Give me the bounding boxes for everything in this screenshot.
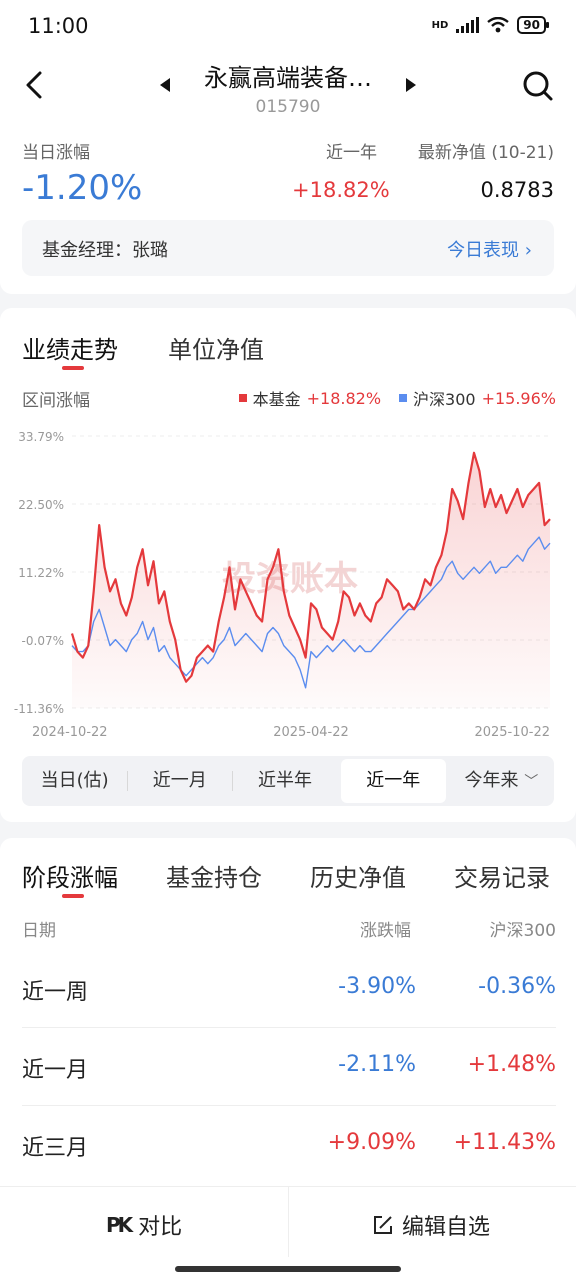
prev-fund-icon[interactable]: [160, 78, 170, 92]
tab-stage-returns[interactable]: 阶段涨幅: [22, 864, 118, 892]
index-line: [71, 536, 551, 689]
row-hs300: +11.43%: [453, 1130, 556, 1155]
latest-nav-value: 0.8783: [480, 178, 554, 202]
performance-card: 阶段涨幅 基金持仓 历史净值 交易记录 日期 涨跌幅 沪深300 近一周 -3.…: [0, 838, 576, 1198]
table-row[interactable]: 近三月 +9.09% +11.43%: [22, 1106, 556, 1184]
row-period: 近一周: [22, 980, 89, 1005]
period-selector: 当日(估) 近一月 近半年 近一年 今年来 ﹀: [22, 756, 554, 806]
row-change: -3.90%: [338, 974, 416, 999]
table-row[interactable]: 近一月 -2.11% +1.48%: [22, 1028, 556, 1106]
tab-holdings[interactable]: 基金持仓: [166, 864, 262, 892]
period-6m-label: 近半年: [258, 770, 312, 791]
edit-watchlist-button[interactable]: 编辑自选: [372, 1209, 490, 1241]
year-change-value: +18.82%: [292, 178, 390, 202]
year-change-label: 近一年: [326, 143, 377, 163]
period-6m[interactable]: 近半年: [232, 759, 337, 803]
row-period: 近三月: [22, 1136, 89, 1161]
legend-fund-value: +18.82%: [306, 388, 382, 408]
range-change-label: 区间涨幅: [22, 391, 90, 411]
period-today[interactable]: 当日(估): [22, 759, 129, 803]
fund-manager-name: 基金经理：张璐: [42, 240, 168, 261]
y-tick-label: 11.22%: [18, 566, 64, 580]
fund-area: [72, 452, 550, 708]
active-subtab-indicator: [62, 894, 84, 898]
legend-fund-swatch: [238, 394, 247, 402]
today-performance-link[interactable]: 今日表现 ›: [447, 236, 532, 262]
tab-nav-history[interactable]: 历史净值: [310, 864, 406, 892]
signal-icon: [456, 17, 480, 33]
fund-name: 永赢高端装备…: [204, 64, 372, 92]
period-ytd[interactable]: 今年来 ﹀: [449, 759, 554, 803]
period-1m-label: 近一月: [152, 770, 207, 791]
status-icons: HD 90: [431, 16, 549, 34]
column-date: 日期: [22, 921, 56, 941]
performance-chart[interactable]: 33.79% 22.50% 11.22% -0.07% -11.36% 2024-10-2…: [0, 418, 576, 748]
wifi-icon: [487, 17, 510, 33]
legend-index-value: +15.96%: [481, 388, 556, 408]
today-performance-label: 今日表现: [447, 240, 520, 261]
compare-label: 对比: [138, 1215, 183, 1240]
table-row[interactable]: 近一周 -3.90% -0.36%: [22, 950, 556, 1028]
search-icon[interactable]: [522, 70, 554, 102]
tab-transactions[interactable]: 交易记录: [454, 864, 550, 892]
y-tick-label: 22.50%: [18, 498, 64, 512]
latest-nav-label: 最新净值 (10-21): [417, 143, 554, 163]
row-change: -2.11%: [338, 1052, 416, 1077]
pk-icon: PK: [106, 1213, 133, 1237]
daily-change-label: 当日涨幅: [22, 143, 90, 163]
y-tick-label: -0.07%: [22, 634, 64, 648]
x-tick-label: 2025-04-22: [273, 725, 349, 740]
period-1y[interactable]: 近一年: [340, 759, 446, 803]
edit-watchlist-label: 编辑自选: [402, 1215, 491, 1240]
x-tick-label: 2025-10-22: [474, 725, 550, 740]
row-hs300: +1.48%: [467, 1052, 556, 1077]
column-change: 涨跌幅: [360, 921, 411, 941]
y-tick-label: 33.79%: [18, 430, 64, 444]
fund-title-block: 永赢高端装备… 015790: [150, 58, 426, 117]
status-time: 11:00: [28, 14, 89, 38]
period-today-label: 当日(估): [40, 770, 109, 791]
fund-manager-bar[interactable]: 基金经理：张璐 今日表现 ›: [22, 220, 554, 276]
bottom-action-bar: PK 对比 编辑自选: [0, 1186, 576, 1280]
legend-index-name: 沪深300: [413, 390, 476, 409]
row-change: +9.09%: [327, 1130, 416, 1155]
chart-legend: 本基金 +18.82% 沪深300 +15.96%: [238, 386, 556, 410]
tab-unit-nav[interactable]: 单位净值: [168, 336, 264, 364]
chevron-down-icon: ﹀: [524, 774, 539, 790]
x-tick-label: 2024-10-22: [32, 725, 108, 740]
chart-card: 业绩走势 单位净值 区间涨幅 本基金 +18.82% 沪深300 +15.96%…: [0, 308, 576, 822]
tab-performance-trend[interactable]: 业绩走势: [22, 336, 118, 364]
fund-code: 015790: [255, 97, 321, 117]
back-icon[interactable]: [22, 70, 46, 100]
active-tab-indicator: [62, 366, 84, 370]
edit-icon: [374, 1216, 392, 1234]
period-1y-label: 近一年: [366, 770, 421, 791]
period-ytd-label: 今年来: [464, 770, 519, 791]
next-fund-icon[interactable]: [406, 78, 416, 92]
summary-card: 当日涨幅 近一年 最新净值 (10-21) -1.20% +18.82% 0.8…: [0, 122, 576, 294]
period-1m[interactable]: 近一月: [127, 759, 234, 803]
status-bar: 11:00 HD 90: [0, 0, 576, 52]
fund-header: 永赢高端装备… 015790: [0, 52, 576, 122]
network-label: HD: [431, 19, 449, 31]
column-hs300: 沪深300: [489, 921, 556, 941]
fund-line: [70, 451, 551, 683]
y-tick-label: -11.36%: [14, 702, 64, 716]
battery-icon: 90: [517, 16, 549, 34]
compare-button[interactable]: PK 对比: [106, 1209, 182, 1241]
chevron-right-icon: ›: [524, 240, 532, 261]
home-indicator: [175, 1266, 401, 1272]
row-hs300: -0.36%: [478, 974, 556, 999]
legend-index-swatch: [399, 394, 408, 402]
row-period: 近一月: [22, 1058, 89, 1083]
daily-change-value: -1.20%: [22, 168, 143, 208]
legend-fund-name: 本基金: [252, 390, 301, 409]
